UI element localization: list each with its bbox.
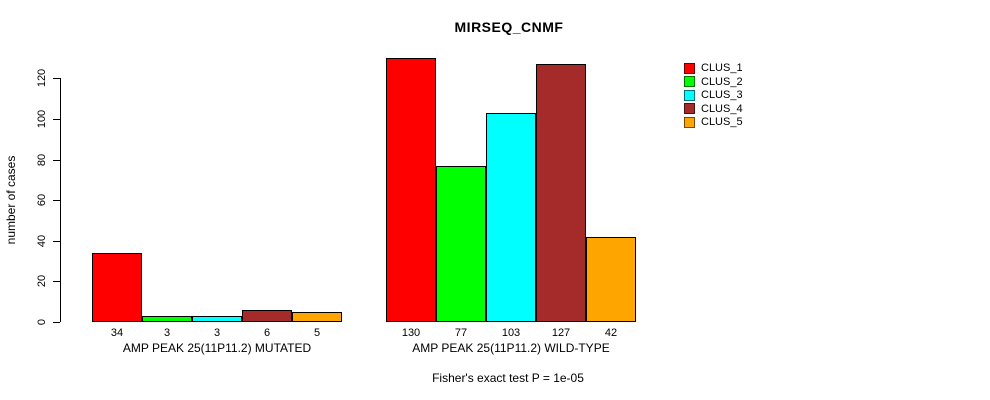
y-tick bbox=[53, 159, 60, 161]
y-axis-label: number of cases bbox=[4, 155, 18, 245]
bar-CLUS_4 bbox=[242, 310, 292, 322]
y-tick-label: 0 bbox=[36, 318, 48, 326]
bar-value-label: 34 bbox=[110, 327, 124, 339]
bar-CLUS_3 bbox=[192, 316, 242, 322]
y-tick-label: 40 bbox=[36, 234, 48, 247]
y-tick bbox=[53, 119, 60, 120]
legend-item: CLUS_3 bbox=[684, 89, 743, 101]
bar-value-label: 77 bbox=[454, 327, 468, 339]
y-tick bbox=[53, 78, 60, 80]
bar-value-label: 127 bbox=[551, 327, 571, 339]
y-tick-label: 20 bbox=[36, 275, 48, 288]
y-tick bbox=[53, 281, 60, 283]
legend-swatch bbox=[684, 62, 695, 74]
y-tick bbox=[53, 200, 60, 202]
bar-value-label: 5 bbox=[313, 327, 321, 339]
legend-item: CLUS_2 bbox=[684, 76, 743, 88]
bar-CLUS_2 bbox=[436, 166, 486, 322]
legend-swatch bbox=[684, 76, 695, 87]
bar-value-label: 6 bbox=[263, 327, 271, 339]
legend-swatch bbox=[684, 103, 695, 114]
bar-CLUS_5 bbox=[586, 237, 636, 322]
y-tick-label: 120 bbox=[36, 69, 48, 88]
bar-CLUS_5 bbox=[292, 312, 342, 322]
y-tick-label: 80 bbox=[36, 153, 48, 166]
legend-label: CLUS_1 bbox=[701, 62, 743, 74]
y-tick bbox=[53, 240, 60, 242]
legend-label: CLUS_4 bbox=[701, 102, 743, 115]
legend-label: CLUS_5 bbox=[701, 116, 743, 128]
legend-swatch bbox=[684, 89, 695, 101]
bar-value-label: 42 bbox=[604, 327, 618, 339]
legend-item: CLUS_4 bbox=[684, 103, 743, 115]
bar-CLUS_4 bbox=[536, 64, 586, 322]
category-label: AMP PEAK 25(11P11.2) MUTATED bbox=[122, 341, 312, 355]
bar-CLUS_2 bbox=[142, 316, 192, 322]
legend-label: CLUS_2 bbox=[701, 75, 743, 88]
bar-CLUS_1 bbox=[92, 253, 142, 322]
bar-value-label: 130 bbox=[401, 327, 421, 339]
bar-value-label: 103 bbox=[501, 327, 521, 339]
legend-label: CLUS_3 bbox=[701, 89, 743, 101]
legend-swatch bbox=[684, 116, 695, 128]
chart-title: MIRSEQ_CNMF bbox=[454, 19, 564, 35]
legend-item: CLUS_5 bbox=[684, 116, 743, 128]
category-label: AMP PEAK 25(11P11.2) WILD-TYPE bbox=[412, 341, 610, 355]
bar-value-label: 3 bbox=[163, 327, 171, 339]
bar-CLUS_3 bbox=[486, 113, 536, 322]
y-tick-label: 100 bbox=[36, 109, 48, 129]
legend-item: CLUS_1 bbox=[684, 62, 743, 74]
bar-CLUS_1 bbox=[386, 58, 436, 322]
y-axis-line bbox=[60, 78, 61, 322]
y-tick bbox=[53, 322, 60, 323]
annotation-text: Fisher's exact test P = 1e-05 bbox=[432, 371, 584, 385]
bar-value-label: 3 bbox=[213, 327, 221, 339]
y-tick-label: 60 bbox=[36, 194, 48, 207]
